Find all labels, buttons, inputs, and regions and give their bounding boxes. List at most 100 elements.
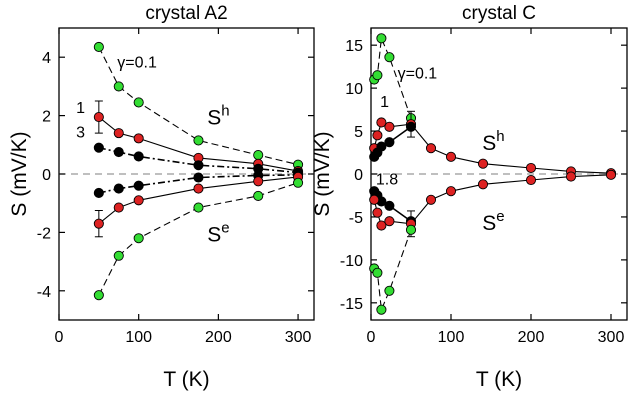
- x-tick-label: 300: [285, 329, 312, 346]
- data-point: [193, 172, 204, 183]
- panel-crystal-a2: crystal A2 0 100 200 300 -4 -2 0 2 4 T (K) S (mV/K)…: [8, 3, 315, 391]
- chart-title: crystal A2: [145, 3, 227, 24]
- data-point: [133, 180, 144, 191]
- y-tick-label: 0: [354, 167, 363, 184]
- y-tick-label: 15: [345, 38, 363, 55]
- annotation: Sh: [207, 103, 229, 130]
- data-point: [376, 220, 387, 231]
- data-point: [525, 174, 537, 186]
- y-tick-label: 4: [42, 50, 51, 67]
- data-point: [405, 121, 417, 132]
- x-tick-label: 0: [367, 329, 376, 346]
- data-point: [477, 179, 489, 190]
- series--0-1-hole: [369, 33, 417, 124]
- data-point: [445, 151, 457, 162]
- annotation-text: 1: [76, 100, 85, 117]
- annotation: 1: [380, 94, 389, 111]
- data-point: [113, 202, 124, 213]
- data-point: [93, 290, 104, 301]
- data-point: [113, 128, 124, 139]
- data-point: [193, 202, 204, 213]
- y-tick-label: -2: [37, 225, 51, 242]
- series--0-1-electron: [369, 224, 417, 315]
- data-point: [93, 112, 104, 123]
- data-point: [369, 194, 380, 205]
- data-point: [372, 267, 383, 278]
- data-point: [425, 143, 437, 154]
- y-tick-label: -4: [37, 284, 51, 301]
- series--0-1-electron: [93, 177, 304, 301]
- data-point: [293, 177, 304, 188]
- annotation-text: 1: [380, 94, 389, 111]
- series-line: [98, 182, 299, 296]
- annotation: γ=0.1: [398, 66, 438, 83]
- data-point: [376, 117, 387, 128]
- series--1-8-hole: [369, 121, 417, 162]
- data-point: [384, 200, 395, 211]
- data-point: [405, 224, 417, 235]
- annotation-superscript: h: [221, 103, 229, 120]
- data-point: [372, 130, 383, 141]
- panel-crystal-c: crystal C 0 100 200 300 -15 -10 -5 0 5 10 15 T (K) S …: [311, 3, 628, 391]
- x-tick-label: 100: [125, 329, 152, 346]
- data-point: [477, 158, 489, 169]
- annotation-superscript: e: [496, 208, 504, 225]
- y-tick-label: 2: [42, 109, 51, 126]
- annotation: 1: [76, 100, 85, 117]
- annotation: 3: [76, 125, 85, 142]
- data-point: [133, 151, 144, 162]
- data-point: [93, 218, 104, 229]
- data-point: [372, 207, 383, 218]
- chart-title: crystal C: [462, 3, 536, 24]
- series-line: [98, 46, 299, 166]
- y-tick-label: -5: [349, 210, 363, 227]
- series--1-8-electron: [369, 186, 417, 227]
- x-tick-label: 100: [438, 329, 465, 346]
- data-point: [193, 183, 204, 194]
- data-point: [445, 186, 457, 197]
- data-point: [384, 216, 395, 227]
- data-point: [425, 194, 437, 205]
- annotation-text: S: [482, 212, 496, 235]
- data-point: [372, 70, 383, 81]
- data-point: [253, 176, 264, 187]
- annotation: Sh: [482, 128, 504, 155]
- annotation-text: S: [482, 132, 496, 155]
- annotation: Se: [482, 208, 504, 235]
- data-point: [93, 187, 104, 199]
- x-axis-label: T (K): [163, 368, 209, 391]
- y-axis-label: S (mV/K): [8, 131, 31, 216]
- x-tick-label: 200: [518, 329, 545, 346]
- data-point: [133, 97, 144, 108]
- x-axis-label: T (K): [476, 368, 522, 391]
- data-point: [384, 137, 395, 148]
- data-point: [133, 233, 144, 244]
- x-tick-label: 0: [55, 329, 64, 346]
- annotation-text: S: [207, 223, 221, 246]
- y-axis-label: S (mV/K): [311, 131, 334, 216]
- series--1-electron: [93, 171, 304, 238]
- annotation: Se: [207, 219, 229, 246]
- y-tick-label: -15: [340, 296, 363, 313]
- data-point: [605, 169, 617, 180]
- y-tick-label: -10: [340, 253, 363, 270]
- data-point: [193, 135, 204, 146]
- annotation-superscript: h: [496, 128, 504, 145]
- data-point: [113, 147, 124, 158]
- data-point: [93, 142, 104, 153]
- y-tick-label: 0: [42, 167, 51, 184]
- annotation-text: 1.8: [376, 171, 398, 188]
- data-point: [133, 133, 144, 144]
- y-tick-label: 5: [354, 124, 363, 141]
- data-point: [253, 149, 264, 161]
- annotation-text: 3: [76, 125, 85, 142]
- data-point: [133, 195, 144, 206]
- x-tick-label: 300: [598, 329, 625, 346]
- x-tick-label: 200: [205, 329, 232, 346]
- annotation: 1.8: [376, 171, 398, 188]
- annotation: γ=0.1: [117, 55, 157, 72]
- data-point: [113, 81, 124, 92]
- data-point: [565, 171, 577, 182]
- annotation-text: S: [207, 107, 221, 130]
